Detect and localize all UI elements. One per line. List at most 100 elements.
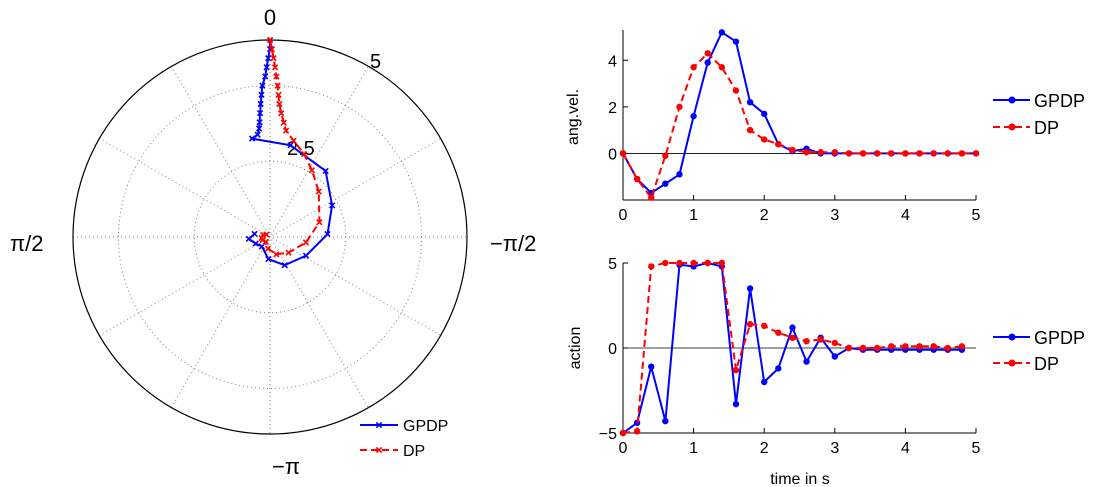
polar-dp-point-stroke-b bbox=[262, 238, 270, 246]
polar-gpdp-point bbox=[281, 262, 288, 269]
polar-plot: 0 −π/2 −π π/2 2.5 5 GPDP DP bbox=[10, 5, 536, 479]
polar-gpdp-point-stroke-b bbox=[281, 262, 288, 269]
action-xtick-label: 5 bbox=[972, 440, 981, 457]
polar-dp-point-stroke-b bbox=[273, 73, 280, 80]
action-ytick-label: 5 bbox=[608, 256, 617, 273]
action-legend: GPDP DP bbox=[993, 328, 1085, 374]
polar-dp-point bbox=[276, 100, 283, 108]
action-xtick-label: 1 bbox=[689, 440, 698, 457]
action-dp-point bbox=[873, 344, 881, 352]
angvel-dp-point bbox=[803, 149, 810, 156]
action-gpdp-point bbox=[648, 363, 655, 370]
polar-angle-label-bottom: −π bbox=[272, 454, 300, 479]
angvel-gpdp-point bbox=[761, 110, 768, 118]
action-dp-point bbox=[944, 344, 951, 352]
action-dp-point bbox=[761, 322, 768, 330]
polar-gpdp-point bbox=[266, 45, 274, 53]
polar-gpdp-point-stroke-b bbox=[287, 142, 294, 149]
polar-dp-point bbox=[282, 127, 290, 134]
polar-dp-point bbox=[315, 188, 322, 195]
action-dp-point bbox=[633, 428, 641, 435]
polar-gpdp-point-stroke-b bbox=[266, 45, 274, 53]
action-ytick-label: 0 bbox=[608, 341, 617, 358]
action-ylabel: action bbox=[567, 327, 584, 370]
polar-dp-point bbox=[264, 245, 272, 252]
polar-gpdp-point-stroke-b bbox=[255, 125, 263, 132]
polar-gpdp-point-stroke-b bbox=[256, 109, 264, 117]
polar-legend-dp-x-stroke-b bbox=[375, 446, 383, 454]
polar-grid-spoke bbox=[171, 66, 369, 408]
polar-dp-point-stroke-b bbox=[280, 119, 287, 126]
angvel-plot: 0 1 2 3 4 5 0 2 4 ang.vel. GPDP DP bbox=[565, 29, 1085, 224]
polar-dp-point-stroke-b bbox=[268, 45, 276, 53]
angvel-gpdp-point bbox=[732, 38, 740, 45]
polar-gpdp-point-stroke-b bbox=[254, 131, 261, 138]
polar-r-label-5: 5 bbox=[370, 51, 381, 73]
polar-dp-point bbox=[275, 91, 282, 98]
polar-gpdp-point bbox=[263, 64, 270, 71]
polar-dp-point-stroke-b bbox=[302, 239, 310, 246]
polar-gpdp-point bbox=[265, 255, 272, 263]
action-dp-point bbox=[958, 343, 966, 350]
polar-dp-point bbox=[266, 36, 274, 44]
angvel-gpdp-point bbox=[704, 59, 711, 66]
polar-gpdp-point-stroke-b bbox=[328, 202, 336, 209]
action-legend-dp-label: DP bbox=[1034, 354, 1059, 374]
angvel-dp-point bbox=[732, 87, 740, 94]
polar-dp-point-stroke-b bbox=[278, 110, 285, 117]
angvel-legend-dp-marker bbox=[1008, 123, 1016, 131]
polar-gpdp-point-stroke-b bbox=[263, 64, 270, 71]
action-dp-point bbox=[902, 343, 909, 350]
polar-dp-point bbox=[274, 82, 281, 89]
polar-gpdp-point-stroke-b bbox=[248, 135, 256, 142]
polar-dp-point bbox=[316, 219, 323, 226]
angvel-dp-point bbox=[662, 152, 669, 159]
angvel-dp-point bbox=[746, 126, 754, 134]
angvel-dp-point bbox=[902, 150, 909, 157]
polar-legend-gpdp-x-stroke-b bbox=[375, 421, 383, 429]
angvel-dp-point bbox=[619, 150, 627, 157]
polar-legend-gpdp-label: GPDP bbox=[403, 418, 448, 435]
polar-angle-label-left: π/2 bbox=[10, 231, 44, 256]
action-dp-point bbox=[916, 343, 923, 350]
action-xtick-label: 3 bbox=[830, 440, 839, 457]
action-dp-point bbox=[676, 259, 683, 267]
angvel-dp-point bbox=[859, 150, 867, 157]
polar-legend: GPDP DP bbox=[360, 418, 448, 460]
action-dp-point bbox=[619, 429, 627, 437]
angvel-dp-point bbox=[761, 136, 768, 143]
polar-gpdp-point-stroke-b bbox=[322, 167, 329, 175]
polar-dp-point bbox=[302, 239, 310, 246]
angvel-dp-point bbox=[831, 149, 838, 156]
polar-gpdp-point-stroke-b bbox=[258, 91, 265, 98]
polar-angle-label-right: −π/2 bbox=[490, 231, 536, 256]
polar-gpdp-point bbox=[265, 55, 272, 62]
angvel-dp-point bbox=[718, 64, 726, 71]
action-legend-gpdp-marker bbox=[1008, 333, 1016, 341]
polar-dp-point-stroke-b bbox=[300, 150, 308, 158]
angvel-xtick-label: 2 bbox=[760, 207, 769, 224]
action-dp-point bbox=[648, 263, 655, 270]
action-gpdp-point bbox=[831, 353, 838, 360]
polar-dp-point bbox=[300, 150, 308, 158]
polar-dp-point-stroke-b bbox=[275, 91, 282, 98]
polar-dp-point bbox=[278, 110, 285, 117]
polar-dp-point bbox=[273, 73, 280, 80]
polar-legend-dp-marker bbox=[375, 446, 383, 454]
angvel-xtick-label: 0 bbox=[619, 207, 628, 224]
polar-gpdp-point bbox=[302, 252, 310, 259]
angvel-dp-point bbox=[775, 140, 782, 148]
angvel-legend-dp-label: DP bbox=[1034, 118, 1059, 138]
angvel-gpdp-point bbox=[690, 112, 697, 120]
polar-dp-point bbox=[290, 137, 297, 144]
angvel-xtick-label: 5 bbox=[972, 207, 981, 224]
action-gpdp-point bbox=[803, 358, 810, 365]
polar-dp-point-stroke-b bbox=[258, 234, 265, 242]
polar-gpdp-point bbox=[322, 167, 329, 175]
polar-gpdp-point bbox=[259, 82, 266, 89]
angvel-dp-point bbox=[916, 150, 923, 157]
action-dp-point bbox=[888, 343, 895, 350]
action-gpdp-point bbox=[662, 417, 669, 425]
angvel-dp-point bbox=[944, 150, 951, 157]
action-gpdp-point bbox=[746, 285, 754, 292]
